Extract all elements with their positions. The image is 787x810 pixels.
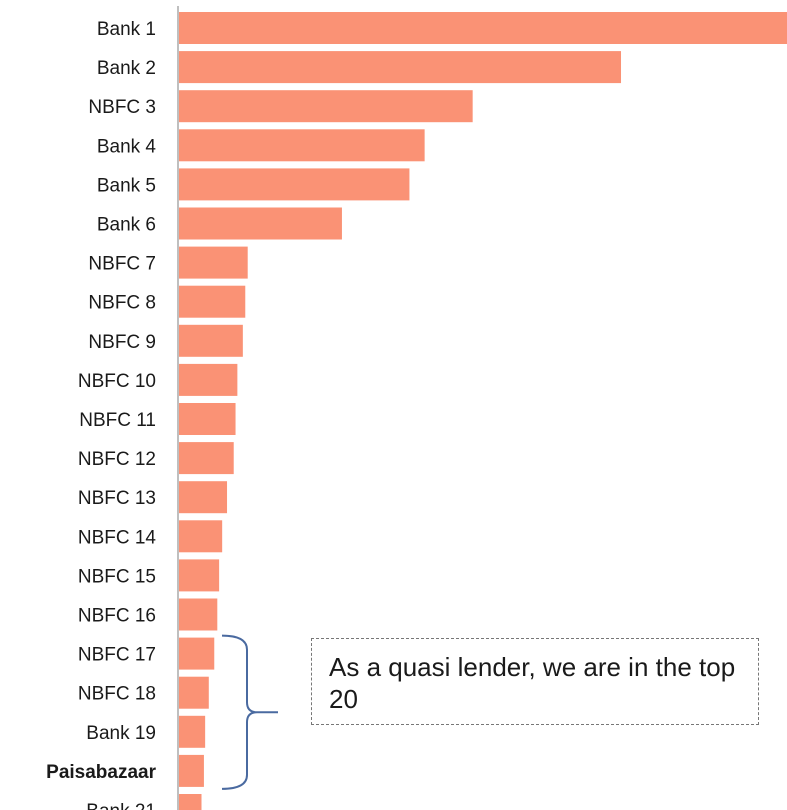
category-label: NBFC 12: [78, 449, 156, 470]
category-label: NBFC 13: [78, 488, 156, 509]
category-label: NBFC 18: [78, 684, 156, 705]
category-label: Bank 6: [97, 215, 156, 236]
bar-bank-6: [179, 207, 342, 240]
bar-nbfc-10: [179, 363, 238, 396]
category-label: NBFC 9: [88, 332, 156, 353]
bar-nbfc-18: [179, 676, 209, 709]
category-label: Bank 21: [86, 801, 156, 810]
category-label: NBFC 14: [78, 527, 157, 548]
bar-nbfc-12: [179, 442, 234, 475]
category-label: NBFC 7: [88, 254, 156, 275]
bar-nbfc-15: [179, 559, 220, 592]
bar-nbfc-9: [179, 324, 243, 357]
category-label: NBFC 10: [78, 371, 156, 392]
bars-group: [179, 12, 787, 810]
category-label: Bank 4: [97, 136, 157, 157]
category-label: NBFC 15: [78, 566, 156, 587]
category-label: Bank 1: [97, 19, 156, 40]
category-label: NBFC 3: [88, 97, 156, 118]
category-label: Bank 19: [86, 723, 156, 744]
category-label: NBFC 17: [78, 645, 156, 666]
bar-nbfc-16: [179, 598, 218, 631]
bar-nbfc-7: [179, 246, 248, 279]
category-labels-group: Bank 1 Bank 2 NBFC 3 Bank 4 Bank 5 Bank 6 NBFC…: [46, 19, 156, 810]
annotation-text: As a quasi lender, we are in the top 20: [329, 652, 736, 714]
bar-bank-4: [179, 129, 425, 162]
category-label: Bank 5: [97, 175, 156, 196]
bar-nbfc-13: [179, 481, 228, 514]
bar-paisabazaar: [179, 754, 204, 787]
category-label: NBFC 8: [88, 293, 156, 314]
category-label: NBFC 11: [79, 410, 156, 431]
bar-nbfc-14: [179, 520, 223, 553]
bar-nbfc-17: [179, 637, 215, 670]
bar-nbfc-3: [179, 90, 473, 123]
category-label: Bank 2: [97, 58, 156, 79]
bar-bank-19: [179, 715, 206, 748]
category-label: NBFC 16: [78, 606, 156, 627]
category-label: Paisabazaar: [46, 762, 156, 783]
bar-bank-5: [179, 168, 410, 201]
bar-nbfc-8: [179, 285, 246, 318]
annotation-box: As a quasi lender, we are in the top 20: [311, 638, 759, 725]
bar-nbfc-11: [179, 403, 236, 435]
bar-bank-2: [179, 51, 622, 84]
curly-brace-icon: [221, 634, 258, 790]
bar-bank-21: [179, 794, 202, 810]
bar-bank-1: [179, 12, 787, 44]
